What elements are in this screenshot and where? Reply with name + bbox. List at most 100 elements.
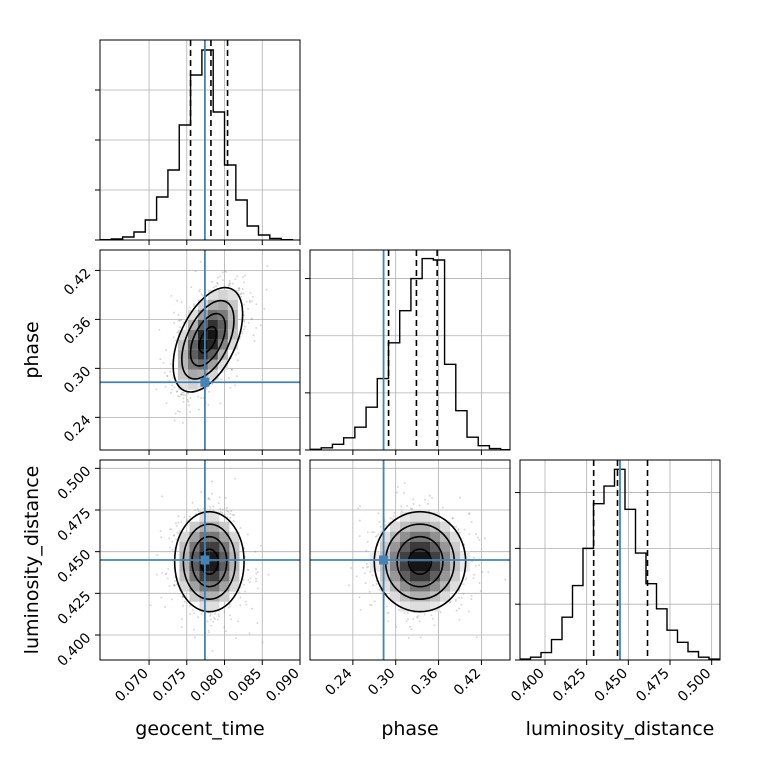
sample-point — [366, 540, 369, 543]
density-cell — [440, 571, 450, 582]
sample-point — [416, 615, 419, 618]
density-cell — [430, 541, 440, 552]
sample-point — [172, 336, 175, 339]
density-cell — [430, 561, 440, 572]
sample-point — [255, 572, 258, 575]
sample-point — [423, 613, 426, 616]
sample-point — [487, 571, 490, 574]
sample-point — [171, 548, 174, 551]
sample-point — [167, 568, 170, 570]
sample-point — [163, 371, 166, 374]
contour-level — [407, 548, 433, 576]
sample-point — [178, 319, 181, 322]
sample-point — [403, 612, 406, 615]
sample-point — [176, 331, 179, 334]
histogram-step-geocent_time — [100, 49, 294, 240]
panel-frame — [309, 459, 511, 661]
sample-point — [189, 410, 191, 413]
density-cell — [219, 531, 230, 542]
density-cell — [420, 601, 430, 612]
sample-point — [458, 596, 460, 599]
sample-point — [465, 577, 468, 579]
y-axis-title-phase: phase — [21, 321, 43, 378]
panel-content — [100, 250, 300, 450]
x-tick-label: 0.30 — [365, 666, 398, 699]
sample-point — [197, 395, 200, 398]
density-cell — [430, 601, 440, 612]
sample-point — [229, 512, 232, 515]
sample-point — [166, 374, 169, 377]
sample-point — [172, 584, 175, 587]
density-cell — [400, 521, 410, 532]
sample-point — [417, 614, 420, 617]
density-cell — [179, 551, 190, 562]
sample-point — [221, 271, 224, 274]
sample-point — [237, 287, 240, 290]
x-tick-label: 0.085 — [225, 666, 265, 706]
sample-point — [217, 502, 220, 505]
density-cell — [430, 511, 440, 522]
density-cell — [217, 289, 228, 300]
sample-point — [389, 517, 392, 520]
density-cell — [209, 531, 220, 542]
sample-point — [451, 517, 454, 520]
sample-point — [259, 544, 262, 547]
sample-point — [217, 276, 219, 279]
x-axis-title-phase: phase — [381, 718, 438, 740]
density-cell — [179, 531, 190, 542]
sample-point — [187, 392, 189, 395]
sample-point — [215, 285, 217, 288]
sample-point — [419, 636, 422, 639]
contour-level — [198, 325, 218, 354]
sample-point — [207, 631, 210, 634]
sample-point — [209, 508, 212, 511]
density-cell — [380, 531, 390, 542]
panel-frame — [519, 459, 721, 661]
density-cell — [197, 339, 208, 350]
sample-point — [358, 596, 361, 599]
sample-point — [180, 626, 183, 628]
density-cells — [179, 511, 240, 612]
sample-point — [470, 594, 473, 597]
sample-point — [231, 368, 233, 371]
sample-point — [375, 582, 378, 585]
sample-point — [462, 592, 465, 595]
sample-point — [221, 508, 224, 511]
sample-point — [232, 282, 234, 285]
density-cell — [209, 541, 220, 552]
sample-point — [194, 270, 197, 273]
sample-point — [216, 282, 219, 285]
density-cell — [209, 561, 220, 572]
sample-point — [397, 609, 400, 611]
sample-point — [239, 596, 242, 599]
sample-point — [358, 519, 361, 522]
sample-point — [407, 636, 410, 639]
density-cell — [197, 309, 208, 320]
sample-point — [386, 612, 389, 615]
sample-point — [241, 287, 244, 290]
sample-point — [173, 322, 175, 324]
sample-point — [255, 577, 257, 580]
density-cell — [179, 571, 190, 582]
contour-level — [173, 510, 245, 613]
sample-point — [366, 531, 369, 534]
sample-point — [207, 497, 210, 499]
density-cell — [217, 299, 228, 310]
sample-point — [391, 518, 394, 520]
sample-point — [242, 328, 245, 331]
density-cell — [209, 521, 220, 532]
sample-point — [180, 393, 183, 396]
sample-point — [460, 603, 463, 606]
sample-point — [182, 397, 185, 400]
sample-point — [211, 492, 214, 495]
sample-point — [198, 290, 201, 293]
sample-point — [211, 280, 214, 283]
sample-point — [228, 614, 231, 617]
sample-point — [235, 637, 238, 640]
sample-point — [229, 516, 232, 519]
sample-point — [265, 288, 268, 291]
sample-point — [229, 605, 232, 608]
sample-point — [191, 501, 194, 504]
sample-point — [242, 292, 245, 295]
